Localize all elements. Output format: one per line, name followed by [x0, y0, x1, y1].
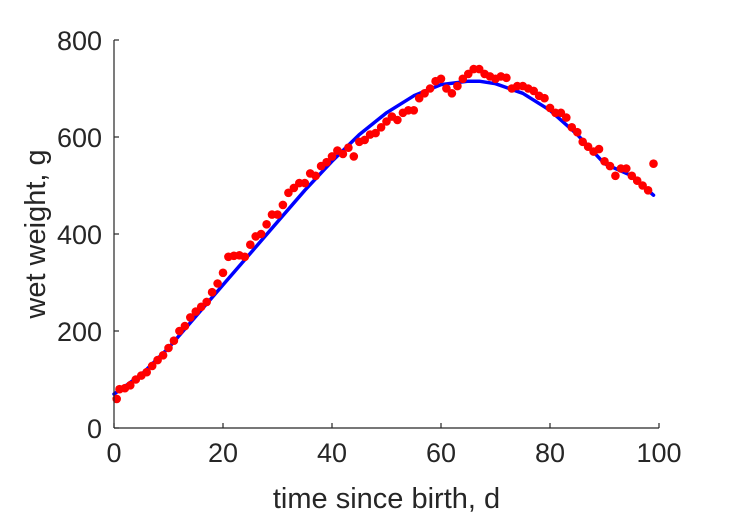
y-tick-label: 200 [57, 317, 102, 347]
x-tick-label: 40 [317, 438, 347, 468]
data-point [502, 73, 511, 83]
data-point [562, 113, 571, 122]
data-point [246, 240, 255, 249]
data-point [338, 149, 348, 159]
data-point [164, 343, 173, 353]
data-point [393, 115, 402, 125]
data-point [458, 74, 468, 84]
data-point [447, 89, 457, 98]
data-point [213, 279, 222, 288]
data-point [453, 81, 462, 91]
y-ticks: 0 200 400 600 800 [57, 26, 119, 444]
data-point [594, 144, 604, 154]
axes: 0 20 40 60 80 100 0 200 400 600 800 [57, 26, 682, 468]
data-point [649, 159, 658, 168]
data-point [311, 171, 320, 181]
data-point [175, 326, 184, 336]
data-point [207, 287, 217, 297]
data-point [605, 161, 615, 171]
data-point [344, 143, 353, 152]
data-point [573, 127, 582, 137]
data-point [349, 152, 359, 161]
data-point [583, 142, 593, 151]
data-point [158, 351, 168, 360]
data-point [169, 336, 179, 346]
data-point [202, 297, 211, 307]
data-point [240, 252, 250, 262]
data-point [327, 152, 337, 161]
data-point [376, 123, 386, 132]
data-point [218, 268, 228, 278]
data-point [147, 361, 157, 371]
data-point [142, 367, 151, 377]
data-point [643, 186, 653, 195]
y-axis-label: wet weight, g [20, 149, 52, 319]
data-points-layer [112, 64, 658, 404]
data-point [278, 200, 288, 210]
data-point [322, 157, 331, 167]
data-point [425, 84, 435, 93]
plot-area [112, 64, 658, 404]
data-point [256, 229, 266, 239]
x-tick-label: 100 [636, 438, 681, 468]
x-tick-label: 20 [208, 438, 238, 468]
data-point [180, 321, 190, 331]
data-point [300, 178, 310, 188]
data-point [545, 103, 555, 113]
y-tick-label: 0 [87, 414, 102, 444]
x-axis-label: time since birth, d [273, 483, 500, 515]
data-point [273, 210, 282, 219]
data-point [371, 128, 380, 138]
y-tick-label: 600 [57, 123, 102, 153]
data-point [622, 164, 631, 173]
x-tick-label: 60 [426, 438, 456, 468]
data-point [567, 123, 577, 132]
data-point [409, 106, 419, 115]
data-point [196, 302, 206, 312]
data-point [540, 93, 549, 103]
y-tick-label: 400 [57, 220, 102, 250]
data-point [436, 74, 446, 84]
data-point [186, 313, 195, 322]
x-ticks: 0 20 40 60 80 100 [106, 423, 682, 468]
x-tick-label: 0 [106, 438, 121, 468]
data-point [284, 188, 293, 198]
data-point [126, 381, 135, 390]
data-point [360, 135, 370, 145]
y-tick-label: 800 [57, 26, 102, 56]
data-point [611, 171, 620, 181]
x-tick-label: 80 [535, 438, 565, 468]
data-point [262, 220, 271, 229]
